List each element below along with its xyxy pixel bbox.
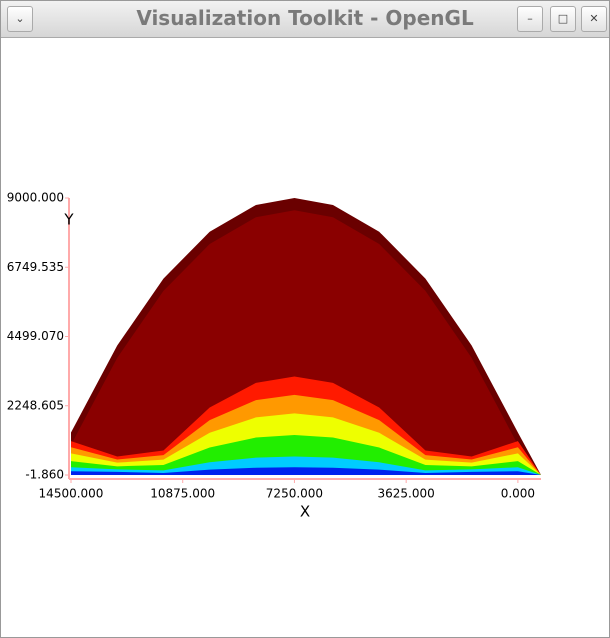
close-button[interactable]: ✕ <box>581 6 607 32</box>
x-tick-label: 14500.000 <box>39 487 104 501</box>
y-tick-label: 6749.535 <box>7 260 64 274</box>
y-tick-label: 9000.000 <box>7 191 64 205</box>
minimize-button[interactable]: – <box>517 6 543 32</box>
maximize-button[interactable]: □ <box>550 6 576 32</box>
x-axis-title: X <box>300 503 310 521</box>
window-title: Visualization Toolkit - OpenGL <box>136 6 474 30</box>
menu-button[interactable]: ⌄ <box>7 6 33 32</box>
surface-band <box>71 210 541 475</box>
x-tick-label: 3625.000 <box>378 487 435 501</box>
x-tick-label: 7250.000 <box>266 487 323 501</box>
surface-band <box>71 434 541 475</box>
y-tick-label: 2248.605 <box>7 398 64 412</box>
surface-band <box>71 467 541 475</box>
y-tick-label: 4499.070 <box>7 329 64 343</box>
x-tick-label: 0.000 <box>501 487 535 501</box>
y-axis-title: Y <box>63 211 74 229</box>
x-tick-label: 10875.000 <box>150 487 215 501</box>
y-tick-label: -1.860 <box>25 468 64 482</box>
render-view: -1.860 2248.605 4499.070 6749.535 9000.000 14… <box>7 191 541 521</box>
title-bar: ⌄ Visualization Toolkit - OpenGL – □ ✕ <box>1 1 609 38</box>
surface-band <box>71 456 541 475</box>
